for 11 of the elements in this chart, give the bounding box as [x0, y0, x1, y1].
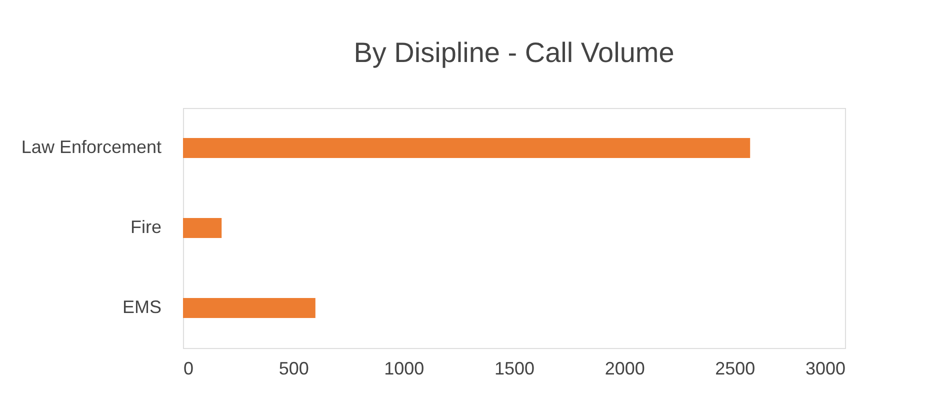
x-tick-label: 0	[184, 358, 194, 378]
y-tick-label: Fire	[130, 217, 162, 237]
x-tick-label: 2000	[604, 358, 645, 378]
x-tick-label: 2500	[715, 358, 756, 378]
chart-title: By Disipline - Call Volume	[354, 37, 674, 68]
x-tick-label: 1500	[494, 358, 535, 378]
y-tick-label: Law Enforcement	[21, 137, 162, 157]
x-tick-label: 3000	[805, 358, 846, 378]
x-tick-label: 500	[278, 358, 309, 378]
x-tick-label: 1000	[384, 358, 424, 378]
y-tick-label: EMS	[122, 297, 162, 317]
